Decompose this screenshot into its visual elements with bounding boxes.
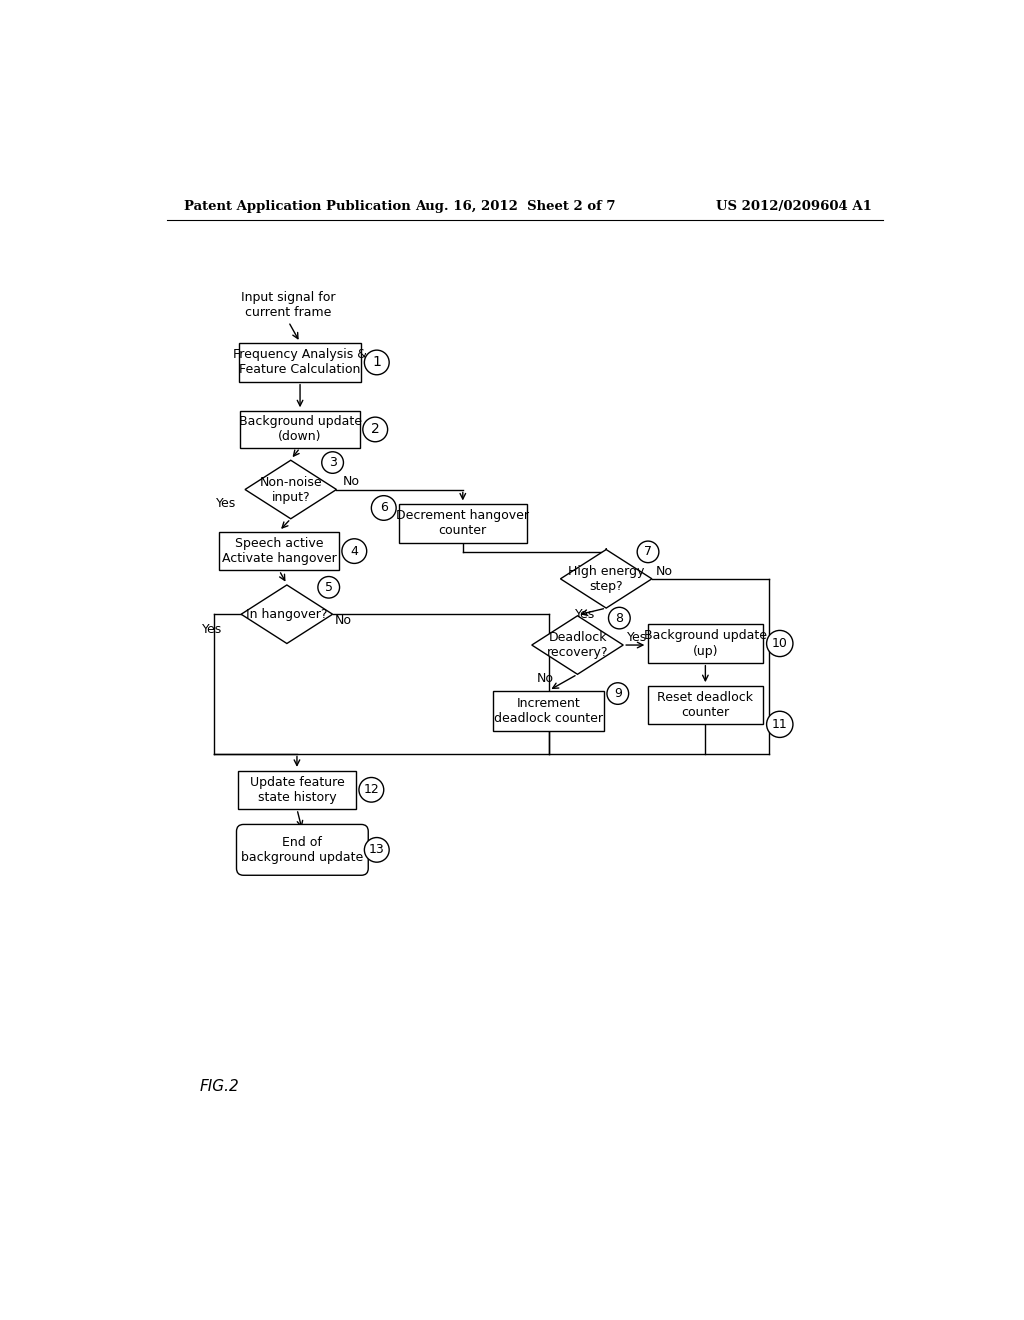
Polygon shape [241, 585, 333, 644]
Text: 11: 11 [772, 718, 787, 731]
Text: Yes: Yes [203, 623, 222, 636]
Polygon shape [560, 549, 652, 609]
Text: Non-noise
input?: Non-noise input? [259, 475, 323, 503]
FancyBboxPatch shape [494, 692, 604, 731]
FancyBboxPatch shape [648, 686, 763, 725]
Text: Deadlock
recovery?: Deadlock recovery? [547, 631, 608, 659]
Polygon shape [531, 615, 624, 675]
Text: Speech active
Activate hangover: Speech active Activate hangover [222, 537, 337, 565]
Text: Background update
(up): Background update (up) [644, 630, 767, 657]
Text: No: No [538, 672, 554, 685]
FancyBboxPatch shape [648, 624, 763, 663]
FancyBboxPatch shape [238, 771, 356, 809]
Text: Yes: Yes [575, 607, 595, 620]
Circle shape [607, 682, 629, 705]
Text: 1: 1 [373, 355, 381, 370]
Text: 4: 4 [350, 545, 358, 557]
Text: 12: 12 [364, 783, 379, 796]
Text: Yes: Yes [627, 631, 647, 644]
Text: 5: 5 [325, 581, 333, 594]
FancyBboxPatch shape [399, 504, 526, 543]
Text: Increment
deadlock counter: Increment deadlock counter [495, 697, 603, 725]
Text: 7: 7 [644, 545, 652, 558]
Text: No: No [335, 614, 352, 627]
Text: 2: 2 [371, 422, 380, 437]
Circle shape [359, 777, 384, 803]
Circle shape [608, 607, 630, 628]
FancyBboxPatch shape [240, 411, 360, 447]
Text: Reset deadlock
counter: Reset deadlock counter [657, 692, 754, 719]
Text: Frequency Analysis &
Feature Calculation: Frequency Analysis & Feature Calculation [233, 348, 367, 376]
Text: Background update
(down): Background update (down) [239, 416, 361, 444]
Text: Aug. 16, 2012  Sheet 2 of 7: Aug. 16, 2012 Sheet 2 of 7 [415, 199, 615, 213]
Circle shape [322, 451, 343, 474]
Circle shape [767, 711, 793, 738]
Text: 10: 10 [772, 638, 787, 649]
Text: 3: 3 [329, 455, 337, 469]
Circle shape [372, 495, 396, 520]
Text: Patent Application Publication: Patent Application Publication [183, 199, 411, 213]
Text: 13: 13 [369, 843, 385, 857]
Text: Decrement hangover
counter: Decrement hangover counter [396, 510, 529, 537]
Text: End of
background update: End of background update [242, 836, 364, 863]
Text: High energy
step?: High energy step? [568, 565, 644, 593]
Text: No: No [655, 565, 673, 578]
Text: Update feature
state history: Update feature state history [250, 776, 344, 804]
FancyBboxPatch shape [239, 343, 361, 381]
Text: 9: 9 [613, 686, 622, 700]
Circle shape [767, 631, 793, 656]
Circle shape [365, 837, 389, 862]
FancyBboxPatch shape [219, 532, 339, 570]
Circle shape [637, 541, 658, 562]
Circle shape [365, 350, 389, 375]
Text: FIG.2: FIG.2 [200, 1078, 239, 1094]
Circle shape [317, 577, 340, 598]
Text: Input signal for
current frame: Input signal for current frame [242, 290, 336, 318]
Text: 8: 8 [615, 611, 624, 624]
Text: In hangover?: In hangover? [246, 607, 328, 620]
Text: Yes: Yes [216, 496, 236, 510]
Circle shape [342, 539, 367, 564]
Text: 6: 6 [380, 502, 388, 515]
Polygon shape [245, 461, 337, 519]
Text: No: No [343, 475, 359, 488]
FancyBboxPatch shape [237, 825, 369, 875]
Circle shape [362, 417, 388, 442]
Text: US 2012/0209604 A1: US 2012/0209604 A1 [716, 199, 872, 213]
